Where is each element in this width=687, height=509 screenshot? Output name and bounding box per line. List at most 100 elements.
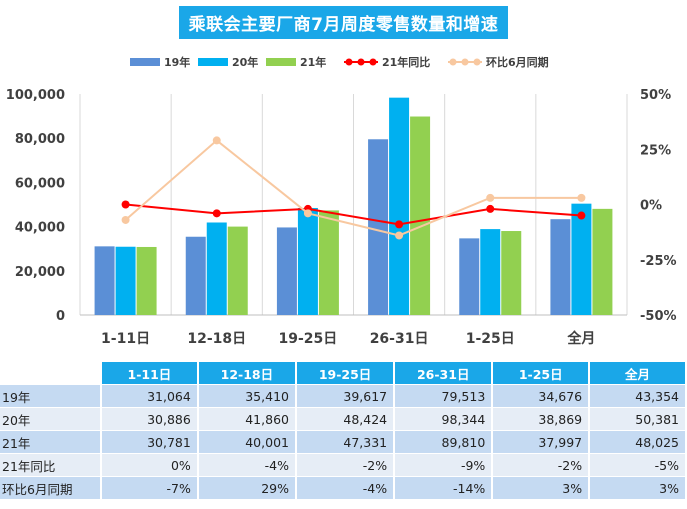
x-tick-label: 1-25日 — [466, 331, 515, 347]
table-header-cell: 19-25日 — [296, 362, 396, 384]
table-cell: -9% — [395, 453, 494, 476]
legend-label: 19年 — [164, 55, 190, 69]
table-header-cell: 12-18日 — [198, 362, 297, 384]
y-left-tick-label: 100,000 — [6, 88, 65, 103]
table-cell: 98,344 — [395, 407, 494, 430]
legend-marker — [345, 58, 353, 66]
table-cell: 38,869 — [493, 407, 591, 430]
bar-21年 — [501, 231, 522, 315]
legend-marker — [473, 58, 481, 66]
line-point-环比6月同期 — [577, 193, 586, 202]
y-left-tick-label: 20,000 — [15, 265, 65, 280]
line-point-21年同比 — [121, 200, 130, 209]
bar-20年 — [297, 207, 318, 315]
table-cell: 89,810 — [395, 430, 494, 453]
y-left-tick-label: 0 — [56, 309, 65, 324]
line-point-21年同比 — [395, 220, 404, 229]
table-row: 环比6月同期 -7% 29% -4% -14% 3% 3% — [0, 476, 687, 499]
line-point-环比6月同期 — [121, 215, 130, 224]
table-row: 20年 30,886 41,860 48,424 98,344 38,869 5… — [0, 407, 687, 430]
bar-21年 — [227, 226, 248, 315]
x-tick-label: 1-11日 — [101, 331, 150, 347]
bar-19年 — [459, 238, 480, 315]
table-cell: -2% — [493, 453, 591, 476]
bar-19年 — [276, 227, 297, 315]
table-cell: 35,410 — [198, 384, 297, 407]
x-tick-label: 全月 — [566, 330, 595, 347]
table-cell: 48,424 — [296, 407, 396, 430]
table-cell: 3% — [493, 476, 591, 499]
table-cell: 30,886 — [102, 407, 199, 430]
legend-marker — [369, 58, 377, 66]
table-row: 21年 30,781 40,001 47,331 89,810 37,997 4… — [0, 430, 687, 453]
table-header-row: 1-11日 12-18日 19-25日 26-31日 1-25日 全月 — [0, 362, 687, 384]
table-cell: 37,997 — [493, 430, 591, 453]
line-point-环比6月同期 — [212, 136, 221, 145]
bar-19年 — [185, 236, 206, 315]
legend-marker — [357, 58, 365, 66]
line-point-21年同比 — [577, 211, 586, 220]
table-cell: 39,617 — [296, 384, 396, 407]
table-cell: -4% — [296, 476, 396, 499]
bar-19年 — [94, 246, 115, 315]
line-point-21年同比 — [486, 204, 495, 213]
line-series-环比6月同期 — [124, 139, 582, 237]
row-label: 20年 — [0, 407, 102, 430]
chart-title: 乘联会主要厂商7月周度零售数量和增速 — [178, 6, 509, 39]
table-row: 21年同比 0% -4% -2% -9% -2% -5% — [0, 453, 687, 476]
table-cell: 30,781 — [102, 430, 199, 453]
x-tick-label: 12-18日 — [187, 331, 246, 347]
line-series-21年同比 — [125, 203, 582, 226]
table-cell: 29% — [198, 476, 297, 499]
table-cell: 47,331 — [296, 430, 396, 453]
legend-swatch-21年 — [266, 58, 296, 66]
table-cell: 34,676 — [493, 384, 591, 407]
y-right-tick-label: 50% — [640, 88, 671, 103]
line-point-21年同比 — [212, 209, 221, 218]
line-point-环比6月同期 — [486, 193, 495, 202]
legend-label: 20年 — [232, 55, 258, 69]
table-cell: 40,001 — [198, 430, 297, 453]
bar-20年 — [571, 203, 592, 315]
y-right-tick-label: -25% — [640, 254, 677, 269]
table-header-cell: 26-31日 — [395, 362, 494, 384]
bar-20年 — [115, 246, 136, 315]
bar-19年 — [550, 219, 571, 315]
table-cell: 48,025 — [590, 430, 687, 453]
row-label: 21年 — [0, 430, 102, 453]
table-header-cell: 1-11日 — [102, 362, 199, 384]
table-cell: 0% — [102, 453, 199, 476]
line-point-环比6月同期 — [303, 209, 312, 218]
table-cell: 3% — [590, 476, 687, 499]
bar-20年 — [206, 222, 227, 315]
bar-20年 — [389, 97, 410, 315]
table-cell: 31,064 — [102, 384, 199, 407]
chart-area: 0 20,000 40,000 60,000 80,000 100,000 -50% -25%… — [6, 55, 677, 347]
table-cell: -4% — [198, 453, 297, 476]
y-right-tick-label: 0% — [640, 199, 662, 214]
table-cell: 41,860 — [198, 407, 297, 430]
legend-marker — [461, 58, 469, 66]
y-left-tick-label: 80,000 — [15, 132, 65, 147]
bar-21年 — [318, 210, 339, 315]
table-cell: -2% — [296, 453, 396, 476]
table-cell: -7% — [102, 476, 199, 499]
legend-marker — [449, 58, 457, 66]
table-cell: 43,354 — [590, 384, 687, 407]
y-right-tick-label: 25% — [640, 143, 671, 158]
table-cell: 79,513 — [395, 384, 494, 407]
y-left-tick-label: 40,000 — [15, 221, 65, 236]
x-tick-label: 19-25日 — [279, 331, 338, 347]
legend-label: 21年 — [300, 55, 326, 69]
row-label: 21年同比 — [0, 453, 102, 476]
table-cell: 50,381 — [590, 407, 687, 430]
table-header-cell: 1-25日 — [493, 362, 591, 384]
x-tick-label: 26-31日 — [370, 331, 429, 347]
table-cell: -14% — [395, 476, 494, 499]
bar-21年 — [136, 246, 157, 315]
bar-21年 — [410, 116, 431, 315]
bar-19年 — [368, 139, 389, 315]
legend-label: 21年同比 — [382, 55, 430, 69]
table-header-cell: 全月 — [590, 362, 687, 384]
table-cell: -5% — [590, 453, 687, 476]
